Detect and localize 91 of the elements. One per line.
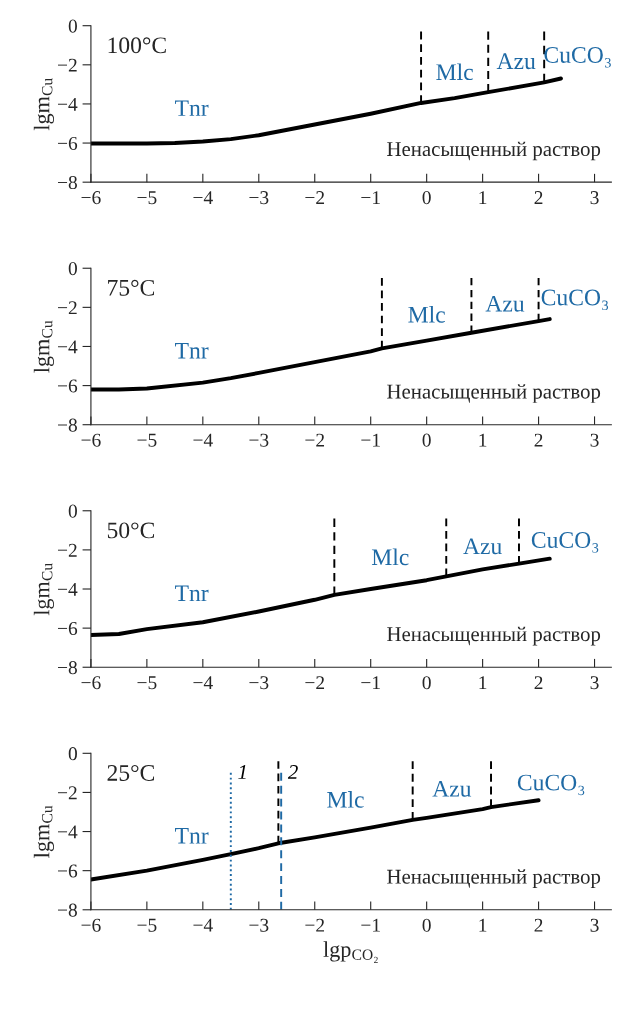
annotation: Tnr (175, 342, 209, 359)
x-tick-label: −6 (81, 676, 101, 690)
annotation: Azu (496, 53, 536, 70)
x-tick-label: −2 (305, 433, 325, 447)
y-axis-title: lgm$_{Cu}$ (33, 78, 55, 131)
y-tick-label: −6 (58, 379, 78, 393)
annotation: Ненасыщенный раствор (387, 869, 601, 888)
annotation: Ненасыщенный раствор (387, 626, 601, 646)
annotation: Azu (485, 295, 525, 312)
annotation: Tnr (175, 828, 209, 844)
y-axis-title: lgm$_{Cu}$ (33, 563, 55, 616)
chart-title: 75°C (108, 279, 155, 296)
x-tick-label: 1 (479, 918, 487, 932)
chart-title: 100°C (108, 37, 166, 54)
y-tick-label: −4 (58, 340, 78, 354)
x-tick-label: −2 (305, 918, 325, 932)
x-axis-title: lgp$_{CO₂}$ (323, 941, 378, 963)
chart-title: 25°C (107, 764, 155, 781)
x-tick-label: −1 (361, 191, 380, 204)
x-tick-label: 0 (422, 433, 431, 447)
x-tick-label: 2 (534, 191, 543, 204)
x-tick-label: 2 (534, 433, 543, 447)
annotation: CuCO₃ (544, 47, 611, 68)
x-tick-label: −3 (249, 191, 269, 205)
y-tick-label: −8 (58, 418, 77, 432)
x-tick-label: −3 (249, 918, 269, 932)
x-tick-label: −1 (361, 918, 380, 932)
x-tick-label: 0 (422, 918, 431, 932)
x-tick-label: 2 (534, 676, 543, 690)
y-axis-title: lgm$_{Cu}$ (33, 805, 55, 858)
y-tick-label: −2 (58, 301, 77, 315)
x-tick-label: −6 (81, 918, 101, 932)
annotation: Ненасыщенный раствор (387, 384, 601, 403)
x-tick-label: −2 (305, 191, 325, 204)
x-tick-label: −5 (137, 676, 157, 690)
x-tick-label: −4 (193, 191, 213, 204)
x-tick-label: −6 (81, 191, 101, 205)
y-tick-label: −4 (58, 825, 78, 839)
x-tick-label: −5 (137, 918, 157, 932)
x-tick-label: −1 (361, 433, 380, 447)
x-tick-label: 0 (422, 676, 431, 690)
y-tick-label: 0 (68, 747, 77, 761)
x-tick-label: 1 (479, 676, 487, 690)
annotation: Mlc (408, 306, 445, 323)
y-tick-label: 0 (68, 19, 77, 33)
x-tick-label: −5 (137, 191, 157, 205)
y-axis-title: lgm$_{Cu}$ (33, 320, 55, 373)
y-tick-label: −8 (58, 903, 77, 917)
x-tick-label: 0 (422, 191, 431, 205)
x-tick-label: −4 (193, 918, 213, 932)
y-tick-label: −8 (58, 175, 77, 190)
annotation: CuCO₃ (517, 774, 585, 796)
x-tick-label: 1 (479, 433, 487, 447)
x-tick-label: −3 (249, 676, 269, 690)
x-tick-label: −4 (193, 676, 213, 690)
annotation: Azu (463, 538, 502, 555)
y-tick-label: −2 (58, 58, 77, 72)
x-tick-label: 3 (590, 433, 599, 447)
y-tick-label: −6 (58, 622, 78, 636)
annotation: Mlc (436, 63, 473, 81)
annotation: CuCO₃ (541, 289, 609, 311)
y-tick-label: −6 (58, 136, 78, 150)
x-tick-label: −1 (361, 676, 380, 690)
x-tick-label: −3 (249, 433, 269, 447)
y-tick-label: −4 (58, 582, 78, 596)
x-tick-label: −5 (137, 433, 157, 447)
annotation: Tnr (175, 100, 209, 116)
y-tick-label: −8 (58, 661, 77, 675)
y-tick-label: −6 (58, 864, 78, 878)
y-tick-label: 0 (68, 262, 77, 276)
x-tick-label: −2 (305, 676, 325, 690)
x-tick-label: 3 (590, 191, 599, 205)
y-tick-label: −2 (58, 786, 77, 800)
x-tick-label: 2 (534, 918, 543, 932)
annotation: Azu (432, 780, 472, 797)
annotation: CuCO₃ (531, 532, 599, 553)
annotation: Ненасыщенный раствор (387, 141, 601, 161)
series-label: 2 (287, 765, 298, 779)
y-tick-label: 0 (68, 504, 77, 518)
y-tick-label: −4 (58, 97, 78, 111)
x-tick-label: 3 (590, 918, 599, 932)
x-tick-label: 1 (479, 191, 487, 204)
x-tick-label: −6 (81, 433, 101, 447)
annotation: Tnr (175, 585, 209, 601)
x-tick-label: −4 (193, 433, 213, 447)
annotation: Mlc (327, 791, 364, 808)
annotation: Mlc (371, 548, 409, 566)
x-tick-label: 3 (590, 676, 599, 690)
y-tick-label: −2 (58, 543, 77, 557)
chart-title: 50°C (107, 522, 155, 539)
series-label: 1 (238, 765, 246, 779)
